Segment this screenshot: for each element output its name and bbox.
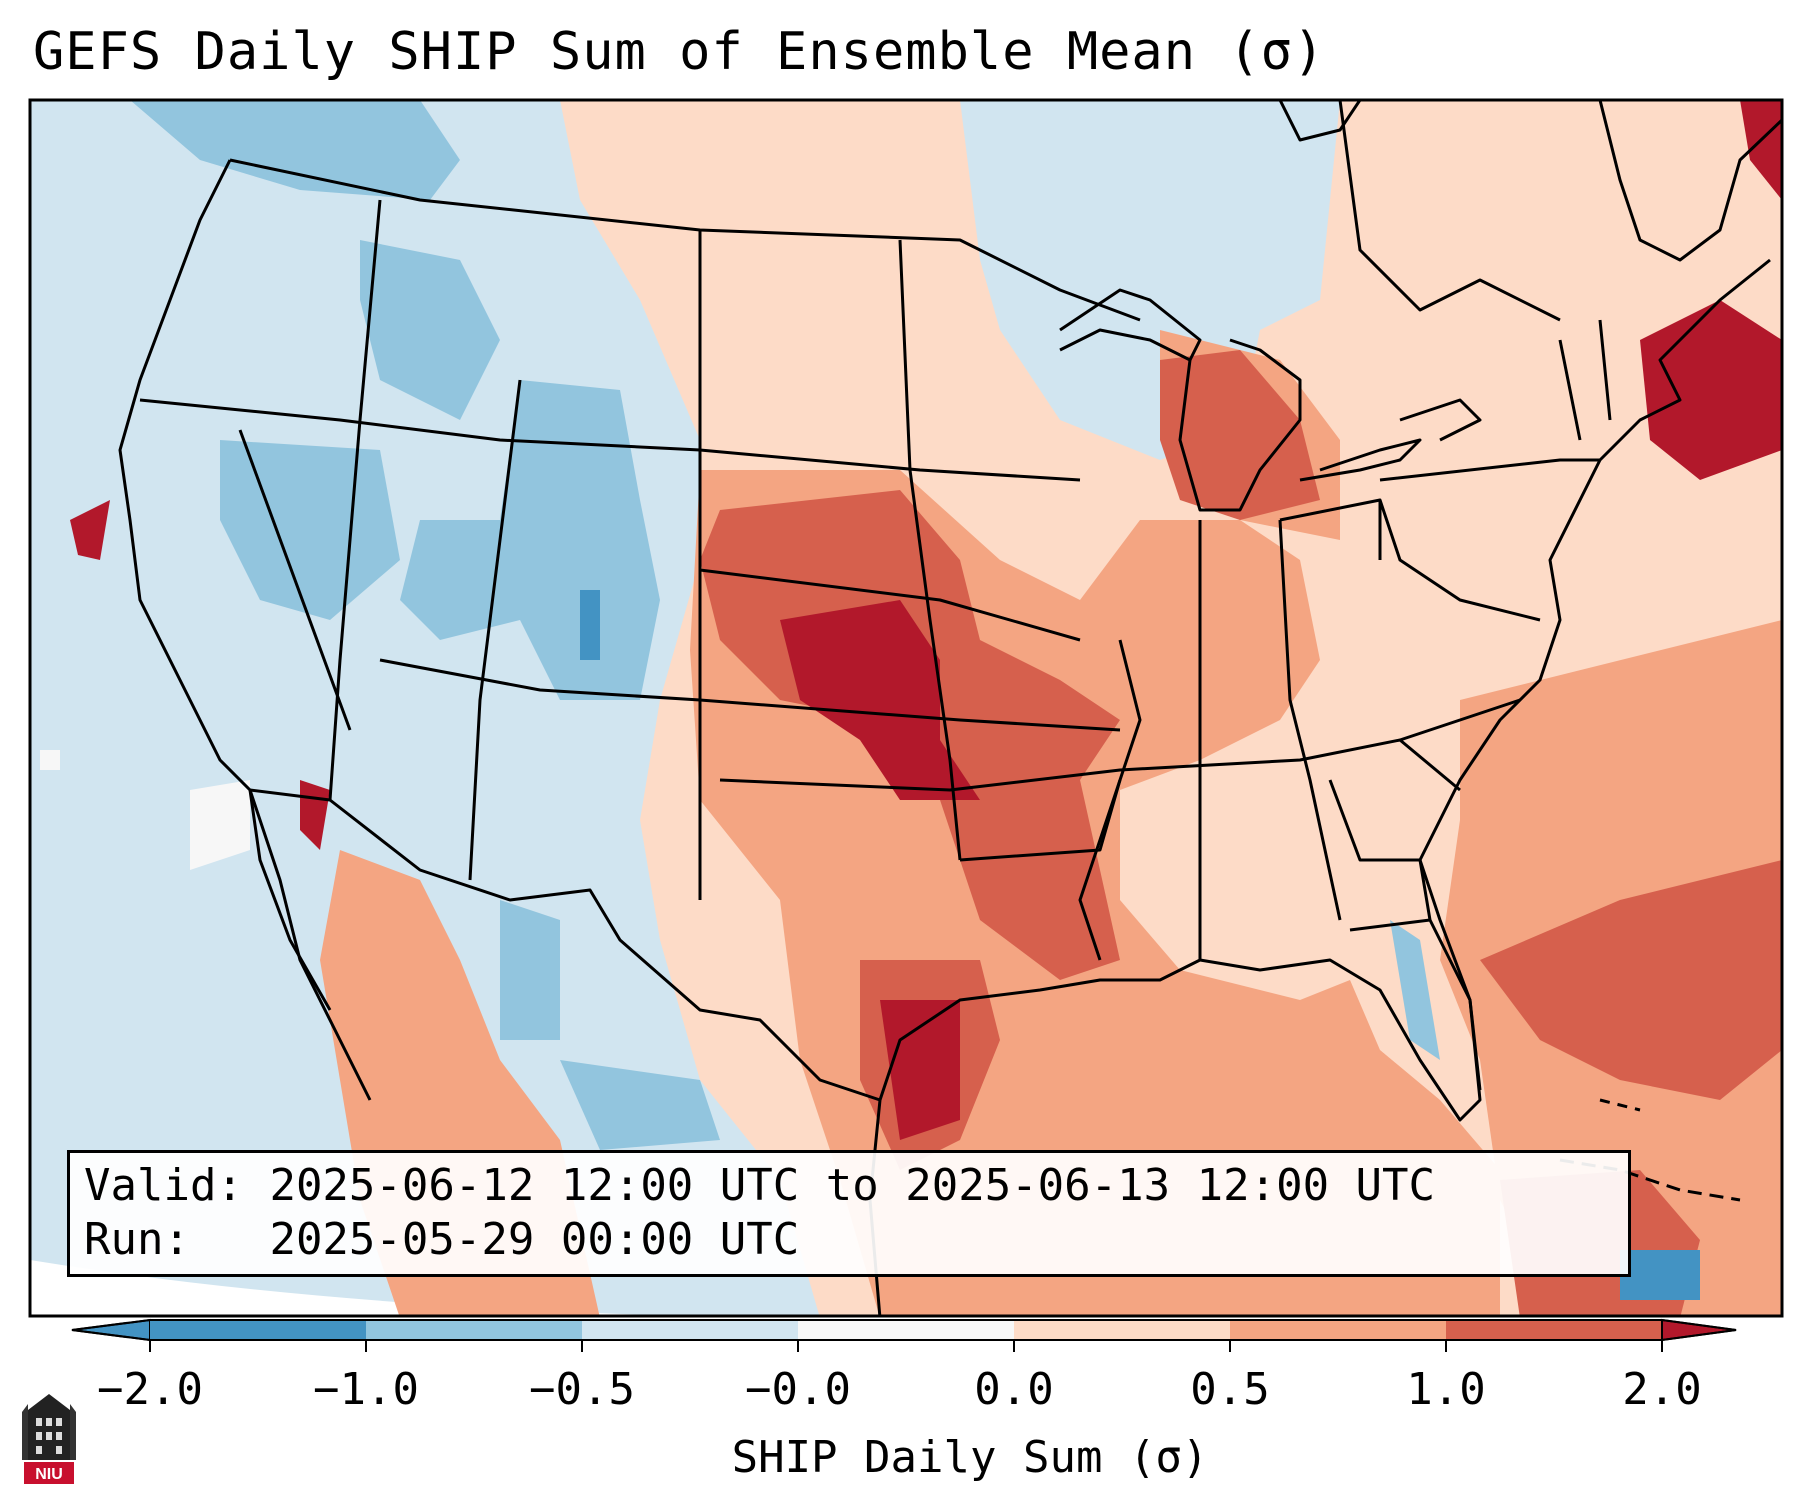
colorbar-tick-label: −2.0 <box>97 1364 203 1415</box>
colorbar-tick-label: −0.0 <box>745 1364 851 1415</box>
colorbar-tick-label: 0.5 <box>1190 1364 1270 1415</box>
svg-text:NIU: NIU <box>35 1466 63 1483</box>
colorbar-tick-label: 0.0 <box>974 1364 1054 1415</box>
valid-run-info-box: Valid: 2025-06-12 12:00 UTC to 2025-06-1… <box>67 1150 1631 1277</box>
colorbar-segment-5 <box>1014 1320 1230 1340</box>
colorbar <box>71 1318 1737 1352</box>
colorbar-tick-label: −0.5 <box>529 1364 635 1415</box>
colorbar-segment-3 <box>582 1320 798 1340</box>
map-field <box>30 100 1782 1316</box>
colorbar-segment-6 <box>1230 1320 1446 1340</box>
colorbar-tick-label: −1.0 <box>313 1364 419 1415</box>
valid-value: 2025-06-12 12:00 UTC to 2025-06-13 12:00… <box>269 1160 1436 1211</box>
niu-logo: NIU <box>22 1394 76 1484</box>
colorbar-segment-4 <box>798 1320 1014 1340</box>
colorbar-extend-low <box>71 1318 151 1342</box>
colorbar-tick-label: 1.0 <box>1406 1364 1486 1415</box>
colorbar-tick-label: 2.0 <box>1622 1364 1702 1415</box>
valid-label: Valid: <box>84 1160 243 1211</box>
run-value: 2025-05-29 00:00 UTC <box>269 1214 800 1265</box>
run-label: Run: <box>84 1214 190 1265</box>
colorbar-title: SHIP Daily Sum (σ) <box>731 1432 1209 1483</box>
map-frame <box>28 98 1784 1318</box>
colorbar-segment-1 <box>150 1320 366 1340</box>
colorbar-segment-2 <box>366 1320 582 1340</box>
colorbar-segment-7 <box>1446 1320 1662 1340</box>
map-title: GEFS Daily SHIP Sum of Ensemble Mean (σ) <box>33 22 1326 82</box>
colorbar-extend-high <box>1661 1318 1737 1342</box>
